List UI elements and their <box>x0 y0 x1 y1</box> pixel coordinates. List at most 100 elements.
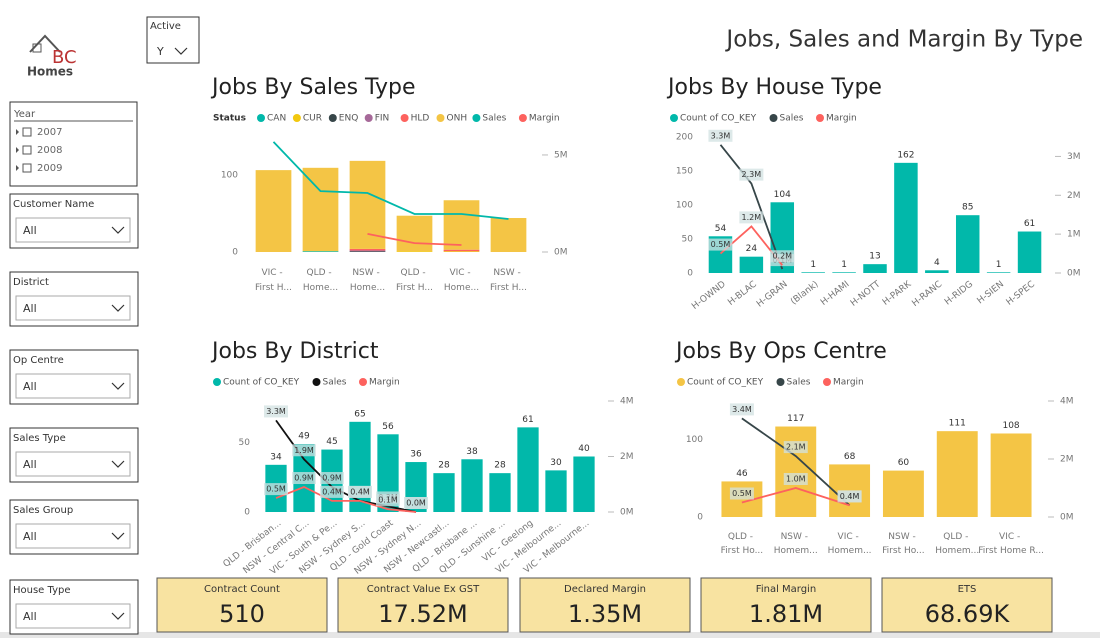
line <box>741 487 850 507</box>
y2-tick-label: 2M <box>620 452 634 462</box>
x-tick-label: VIC - Homem... <box>828 532 872 556</box>
bar <box>955 215 980 273</box>
dropdown[interactable] <box>15 451 131 477</box>
chevron <box>111 304 125 312</box>
bar-label: 65 <box>354 409 365 419</box>
kpi-label: Contract Count <box>204 584 280 595</box>
legend-title: Status <box>213 114 246 124</box>
bar-label: 162 <box>897 150 914 160</box>
legend-label: Count of CO_KEY <box>687 378 764 388</box>
x-tick-label: NSW - First H... <box>490 268 527 293</box>
x-tick-label: VIC - First Home R... <box>978 532 1044 556</box>
label-bg <box>292 472 316 485</box>
legend-swatch <box>472 114 481 122</box>
legend-label: ONH <box>447 114 468 124</box>
bar <box>443 249 480 252</box>
legend-label: ENQ <box>339 114 359 124</box>
kpi-label: Declared Margin <box>564 584 646 595</box>
line <box>367 233 462 246</box>
bar <box>489 473 511 512</box>
expand-arrow[interactable] <box>16 147 19 153</box>
bar <box>739 256 764 273</box>
checkbox[interactable] <box>22 127 32 137</box>
bar-label: 60 <box>898 458 910 468</box>
expand-arrow[interactable] <box>16 165 19 171</box>
y-tick-label: 200 <box>676 133 693 143</box>
chart-title: Jobs By Ops Centre <box>674 339 887 364</box>
bar <box>443 251 480 252</box>
chart-title: Jobs By District <box>210 339 379 364</box>
label-bg <box>783 441 808 454</box>
line-label: 0.1M <box>378 496 398 505</box>
legend-swatch <box>400 114 409 122</box>
bar <box>349 251 386 252</box>
legend-swatch <box>816 114 824 122</box>
legend-swatch <box>257 114 265 122</box>
legend-swatch <box>364 114 373 122</box>
legend-label: Count of CO_KEY <box>223 378 300 388</box>
legend-label: Sales <box>323 378 347 388</box>
kpi-value: 1.81M <box>749 600 823 628</box>
slicer-label: Sales Type <box>13 433 66 444</box>
legend-swatch <box>823 378 831 386</box>
y-tick-label: 50 <box>239 438 251 448</box>
y2-tick-label: 4M <box>620 397 634 407</box>
line-label: 0.5M <box>266 485 286 494</box>
bar-label: 54 <box>715 224 727 234</box>
chevron <box>111 460 125 468</box>
logo-roof <box>29 34 61 53</box>
bar-label: 1 <box>841 260 847 270</box>
kpi-label: ETS <box>958 584 977 595</box>
bar <box>1017 231 1042 273</box>
dropdown-value: All <box>23 224 37 237</box>
label-bg <box>292 444 316 457</box>
y-tick-label: 100 <box>221 170 238 180</box>
slicer-value: Y <box>156 45 164 58</box>
bar <box>801 272 825 273</box>
chevron <box>111 612 125 620</box>
legend-swatch <box>670 114 678 122</box>
dropdown-value: All <box>23 530 37 543</box>
dropdown[interactable] <box>15 217 131 243</box>
legend-swatch <box>328 114 337 122</box>
expand-arrow[interactable] <box>16 129 19 135</box>
y2-tick-label: 0M <box>620 508 634 518</box>
line-label: 1.2M <box>742 213 762 222</box>
y2-tick-label: 0M <box>554 248 568 258</box>
dropdown[interactable] <box>15 295 131 321</box>
label-bg <box>264 405 288 418</box>
logo-name: Homes <box>27 65 73 79</box>
bar-label: 4 <box>934 258 940 268</box>
bar-label: 85 <box>962 203 973 213</box>
dropdown[interactable] <box>15 523 131 549</box>
bar <box>925 270 949 273</box>
kpi-value: 510 <box>219 600 265 628</box>
legend-label: Margin <box>826 114 857 124</box>
label-bg <box>729 403 754 416</box>
checkbox[interactable] <box>22 145 32 155</box>
bar <box>349 248 386 251</box>
x-tick-label: QLD - Homem... <box>935 532 979 556</box>
dropdown[interactable] <box>15 603 131 629</box>
bar <box>302 251 339 252</box>
slicer-label: Active <box>150 21 181 32</box>
line-label: 0.0M <box>406 499 426 508</box>
bar <box>986 272 1011 273</box>
x-tick-label: QLD - Home... <box>303 268 338 293</box>
kpi-card <box>700 577 872 633</box>
dropdown[interactable] <box>15 373 131 399</box>
legend-label: CAN <box>267 114 286 124</box>
kpi-card <box>519 577 691 633</box>
active-slicer[interactable] <box>146 16 200 64</box>
dropdown-value: All <box>23 458 37 471</box>
checkbox[interactable] <box>22 163 32 173</box>
label-bg <box>320 485 344 498</box>
dropdown-value: All <box>23 610 37 623</box>
bar-label: 117 <box>787 414 804 424</box>
bottom-bar <box>0 632 1100 638</box>
kpi-value: 17.52M <box>378 600 467 628</box>
line-label: 0.4M <box>840 492 860 501</box>
line-label: 3.4M <box>732 405 752 414</box>
bar-label: 45 <box>326 437 337 447</box>
